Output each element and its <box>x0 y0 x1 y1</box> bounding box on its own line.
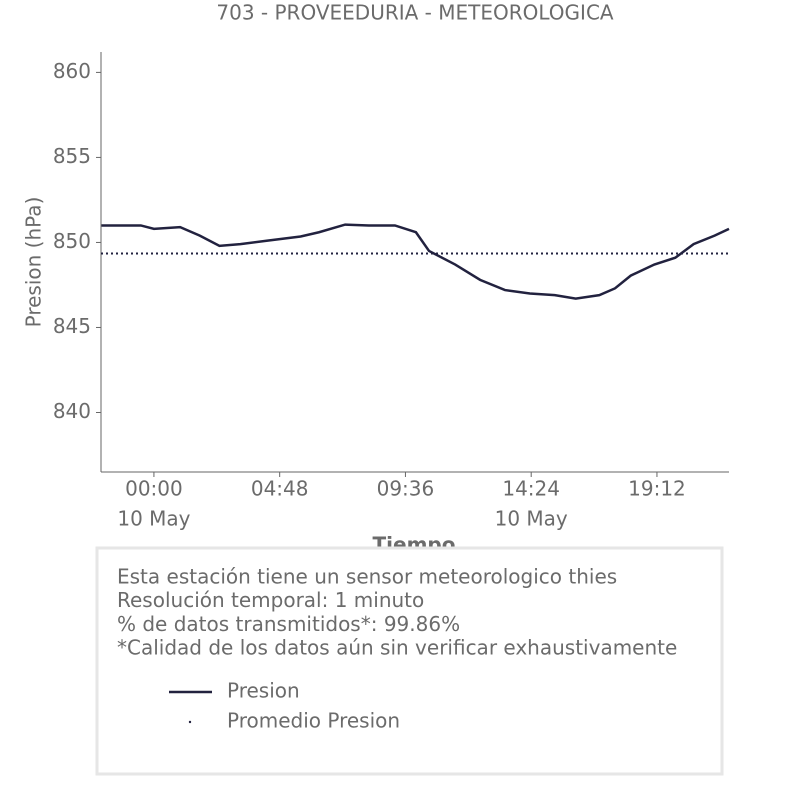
x-tick-date: 10 May <box>495 507 568 531</box>
info-line: Esta estación tiene un sensor meteorolog… <box>117 565 617 589</box>
legend-label: Promedio Presion <box>227 709 400 733</box>
info-line: % de datos transmitidos*: 99.86% <box>117 612 460 636</box>
y-tick-label: 855 <box>53 144 91 168</box>
x-tick-label: 19:12 <box>628 477 686 501</box>
info-line: *Calidad de los datos aún sin verificar … <box>117 636 677 660</box>
x-tick-label: 04:48 <box>251 477 309 501</box>
y-tick-label: 845 <box>53 314 91 338</box>
info-box <box>95 546 724 776</box>
y-tick-label: 840 <box>53 399 91 423</box>
y-tick-label: 860 <box>53 59 91 83</box>
chart-title: 703 - PROVEEDURIA - METEOROLOGICA <box>216 1 614 25</box>
x-tick-label: 09:36 <box>377 477 435 501</box>
y-axis-label: Presion (hPa) <box>22 197 46 328</box>
info-line: Resolución temporal: 1 minuto <box>117 588 424 612</box>
legend-label: Presion <box>227 679 300 703</box>
x-tick-label: 00:00 <box>125 477 183 501</box>
x-tick-label: 14:24 <box>502 477 560 501</box>
x-tick-date: 10 May <box>117 507 190 531</box>
line-series <box>101 223 730 300</box>
y-tick-label: 850 <box>53 229 91 253</box>
legend-swatch <box>188 720 192 724</box>
